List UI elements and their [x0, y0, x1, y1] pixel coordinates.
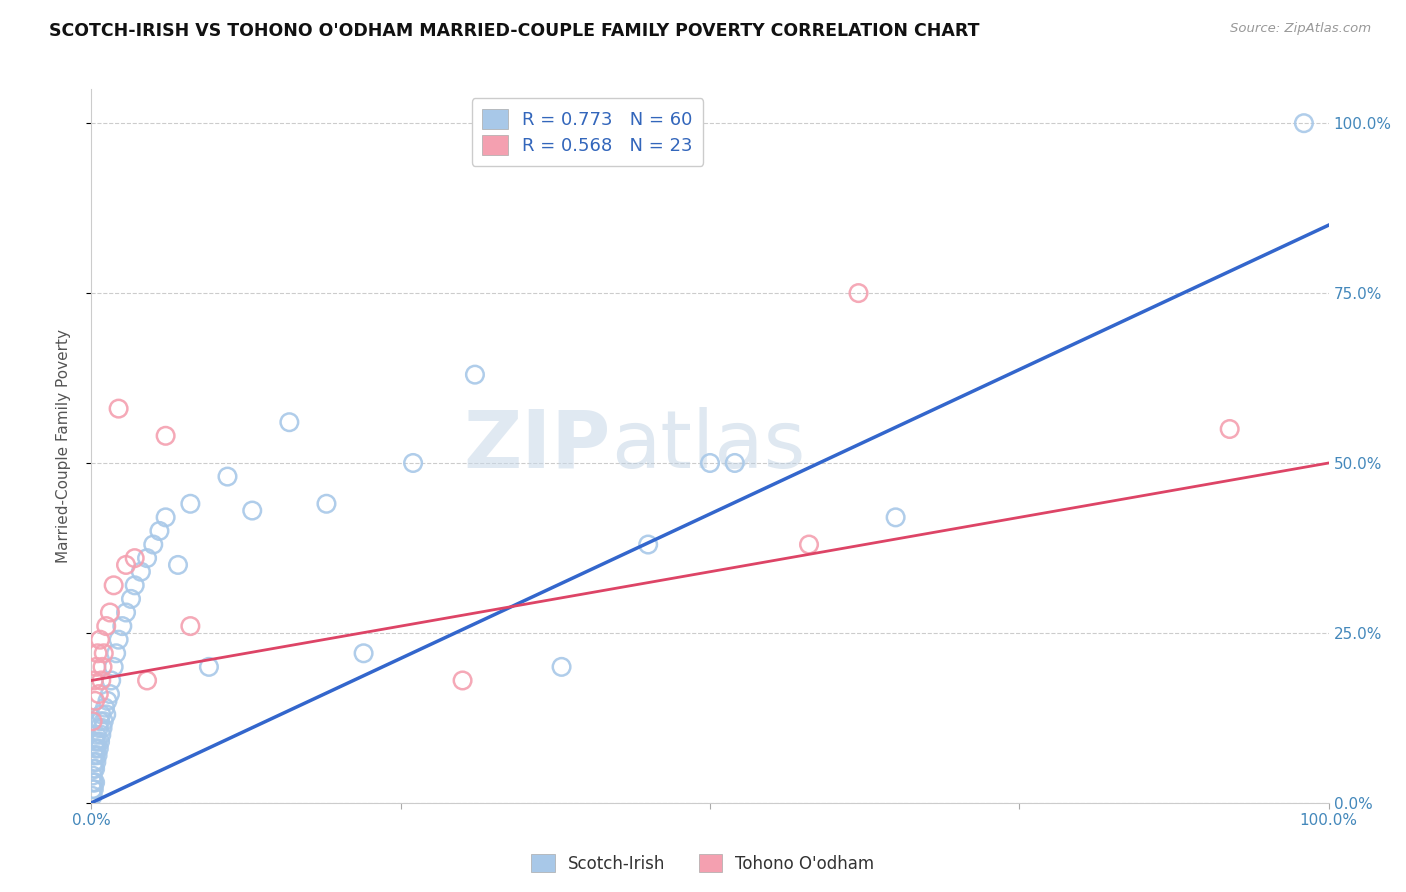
- Point: [86, 734, 108, 748]
- Point: [550, 660, 572, 674]
- Point: [148, 524, 170, 538]
- Point: [84, 741, 107, 756]
- Legend: Scotch-Irish, Tohono O'odham: Scotch-Irish, Tohono O'odham: [524, 847, 882, 880]
- Point: [90, 707, 112, 722]
- Point: [179, 497, 201, 511]
- Point: [87, 687, 110, 701]
- Point: [120, 591, 142, 606]
- Point: [353, 646, 375, 660]
- Point: [86, 741, 108, 756]
- Point: [278, 415, 301, 429]
- Point: [86, 646, 108, 660]
- Point: [86, 748, 108, 763]
- Point: [86, 755, 108, 769]
- Point: [83, 673, 105, 688]
- Point: [724, 456, 747, 470]
- Point: [90, 728, 112, 742]
- Point: [115, 558, 138, 572]
- Point: [884, 510, 907, 524]
- Point: [136, 551, 159, 566]
- Point: [84, 748, 107, 763]
- Text: SCOTCH-IRISH VS TOHONO O'ODHAM MARRIED-COUPLE FAMILY POVERTY CORRELATION CHART: SCOTCH-IRISH VS TOHONO O'ODHAM MARRIED-C…: [49, 22, 980, 40]
- Y-axis label: Married-Couple Family Poverty: Married-Couple Family Poverty: [56, 329, 70, 563]
- Legend: R = 0.773   N = 60, R = 0.568   N = 23: R = 0.773 N = 60, R = 0.568 N = 23: [471, 98, 703, 166]
- Point: [84, 762, 107, 776]
- Point: [86, 660, 108, 674]
- Point: [129, 565, 152, 579]
- Point: [87, 721, 110, 735]
- Point: [82, 775, 104, 789]
- Point: [93, 714, 115, 729]
- Point: [83, 782, 105, 797]
- Point: [83, 775, 105, 789]
- Point: [82, 769, 104, 783]
- Point: [100, 673, 122, 688]
- Point: [87, 741, 110, 756]
- Point: [402, 456, 425, 470]
- Point: [86, 728, 108, 742]
- Point: [96, 619, 118, 633]
- Text: ZIP: ZIP: [464, 407, 612, 485]
- Point: [155, 429, 177, 443]
- Point: [82, 789, 104, 803]
- Point: [103, 660, 125, 674]
- Point: [107, 401, 129, 416]
- Point: [89, 714, 111, 729]
- Point: [155, 510, 177, 524]
- Point: [84, 734, 107, 748]
- Point: [107, 632, 129, 647]
- Point: [98, 687, 121, 701]
- Point: [84, 775, 107, 789]
- Point: [82, 782, 104, 797]
- Point: [217, 469, 239, 483]
- Point: [90, 673, 112, 688]
- Point: [91, 721, 114, 735]
- Point: [167, 558, 190, 572]
- Point: [124, 551, 146, 566]
- Point: [198, 660, 221, 674]
- Point: [91, 660, 114, 674]
- Point: [83, 748, 105, 763]
- Point: [124, 578, 146, 592]
- Point: [240, 503, 263, 517]
- Point: [89, 734, 111, 748]
- Point: [83, 755, 105, 769]
- Point: [89, 632, 111, 647]
- Point: [94, 700, 117, 714]
- Text: Source: ZipAtlas.com: Source: ZipAtlas.com: [1230, 22, 1371, 36]
- Point: [96, 707, 118, 722]
- Point: [797, 537, 820, 551]
- Point: [84, 694, 107, 708]
- Point: [1292, 116, 1315, 130]
- Point: [136, 673, 159, 688]
- Point: [142, 537, 165, 551]
- Point: [82, 714, 104, 729]
- Point: [111, 619, 134, 633]
- Text: atlas: atlas: [612, 407, 806, 485]
- Point: [637, 537, 659, 551]
- Point: [83, 762, 105, 776]
- Point: [96, 694, 118, 708]
- Point: [699, 456, 721, 470]
- Point: [179, 619, 201, 633]
- Point: [115, 606, 138, 620]
- Point: [451, 673, 474, 688]
- Point: [848, 286, 870, 301]
- Point: [315, 497, 337, 511]
- Point: [98, 606, 121, 620]
- Point: [1219, 422, 1241, 436]
- Point: [464, 368, 486, 382]
- Point: [93, 646, 115, 660]
- Point: [105, 646, 128, 660]
- Point: [103, 578, 125, 592]
